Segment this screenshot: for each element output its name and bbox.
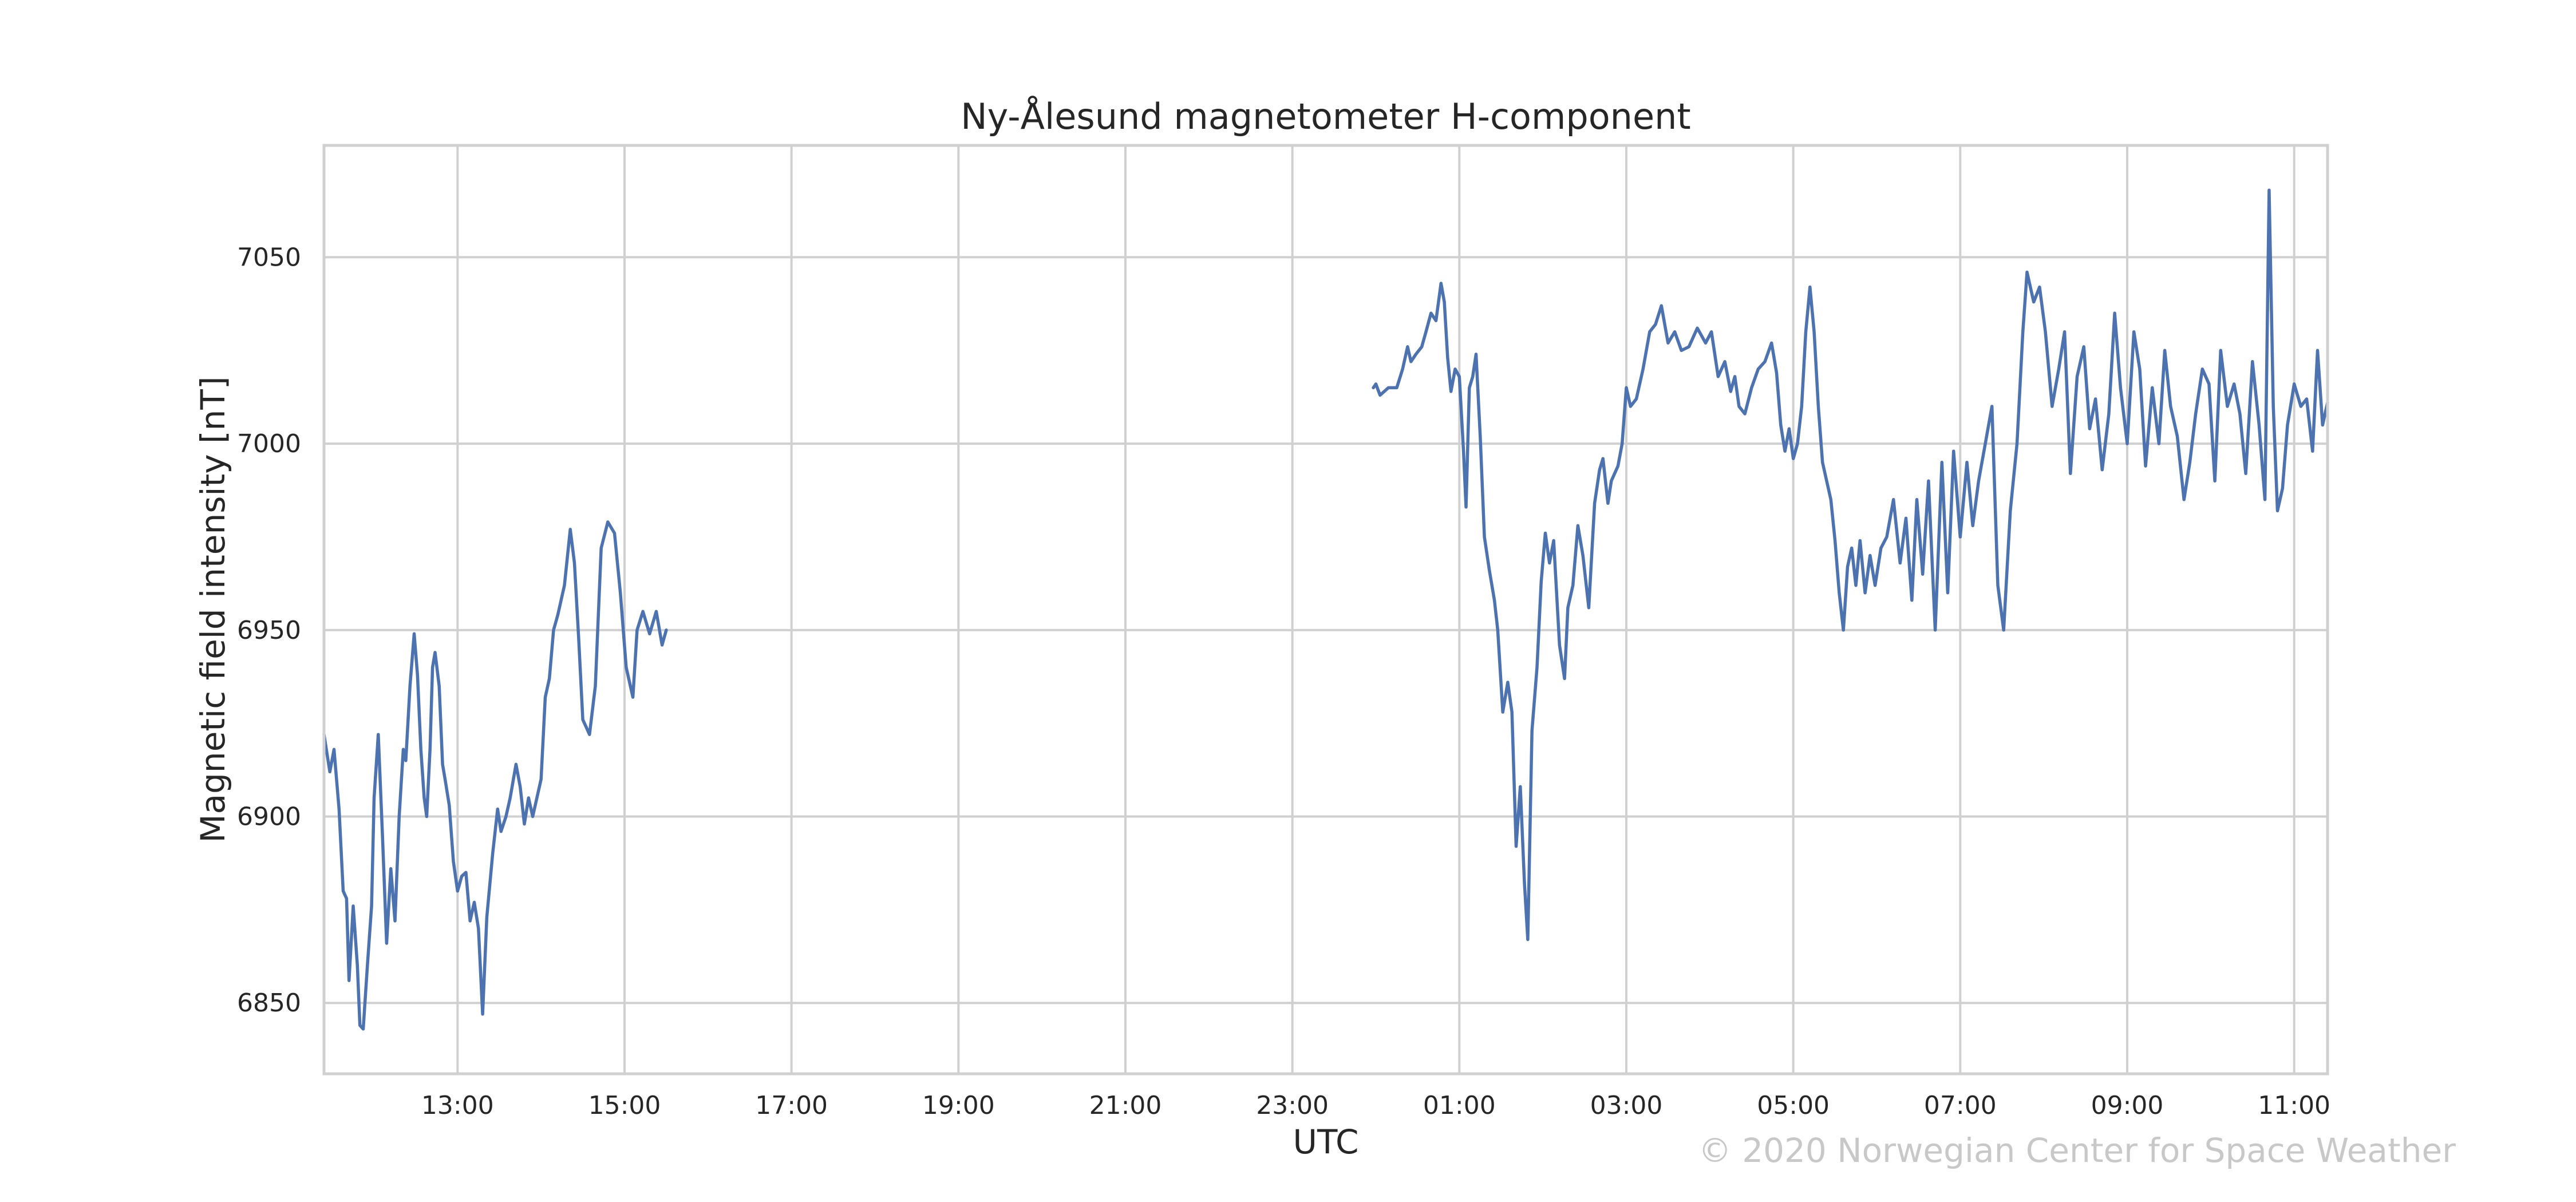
- x-tick-label: 21:00: [1089, 1091, 1162, 1120]
- y-tick-label: 7050: [237, 243, 301, 272]
- x-tick-label: 15:00: [588, 1091, 661, 1120]
- y-tick-label: 6850: [237, 989, 301, 1018]
- y-tick-label: 6900: [237, 802, 301, 832]
- x-tick-label: 11:00: [2258, 1091, 2330, 1120]
- x-tick-label: 03:00: [1590, 1091, 1663, 1120]
- x-tick-label: 09:00: [2091, 1091, 2164, 1120]
- x-tick-label: 01:00: [1423, 1091, 1496, 1120]
- x-tick-label: 05:00: [1757, 1091, 1830, 1120]
- h-component-line: [1372, 188, 2329, 942]
- x-tick-label: 07:00: [1924, 1091, 1997, 1120]
- grid: [324, 145, 2328, 1074]
- x-tick-label: 17:00: [755, 1091, 828, 1120]
- x-tick-label: 19:00: [922, 1091, 995, 1120]
- chart-title: Ny-Ålesund magnetometer H-component: [961, 96, 1690, 137]
- y-tick-label: 6950: [237, 616, 301, 645]
- y-axis-label: Magnetic field intensity [nT]: [193, 377, 232, 843]
- data-series: [322, 188, 2329, 1031]
- y-tick-label: 7000: [237, 429, 301, 458]
- y-axis-ticks: 6850 6900 6950 7000 7050: [237, 243, 301, 1018]
- x-axis-ticks: 13:00 15:00 17:00 19:00 21:00 23:00 01:00 03:00…: [421, 1091, 2330, 1120]
- copyright-credit: © 2020 Norwegian Center for Space Weathe…: [1698, 1131, 2456, 1170]
- plot-frame: [322, 144, 2329, 1076]
- x-tick-label: 23:00: [1256, 1091, 1329, 1120]
- x-axis-label: UTC: [1293, 1122, 1359, 1161]
- x-tick-label: 13:00: [421, 1091, 494, 1120]
- h-component-line: [322, 520, 668, 1031]
